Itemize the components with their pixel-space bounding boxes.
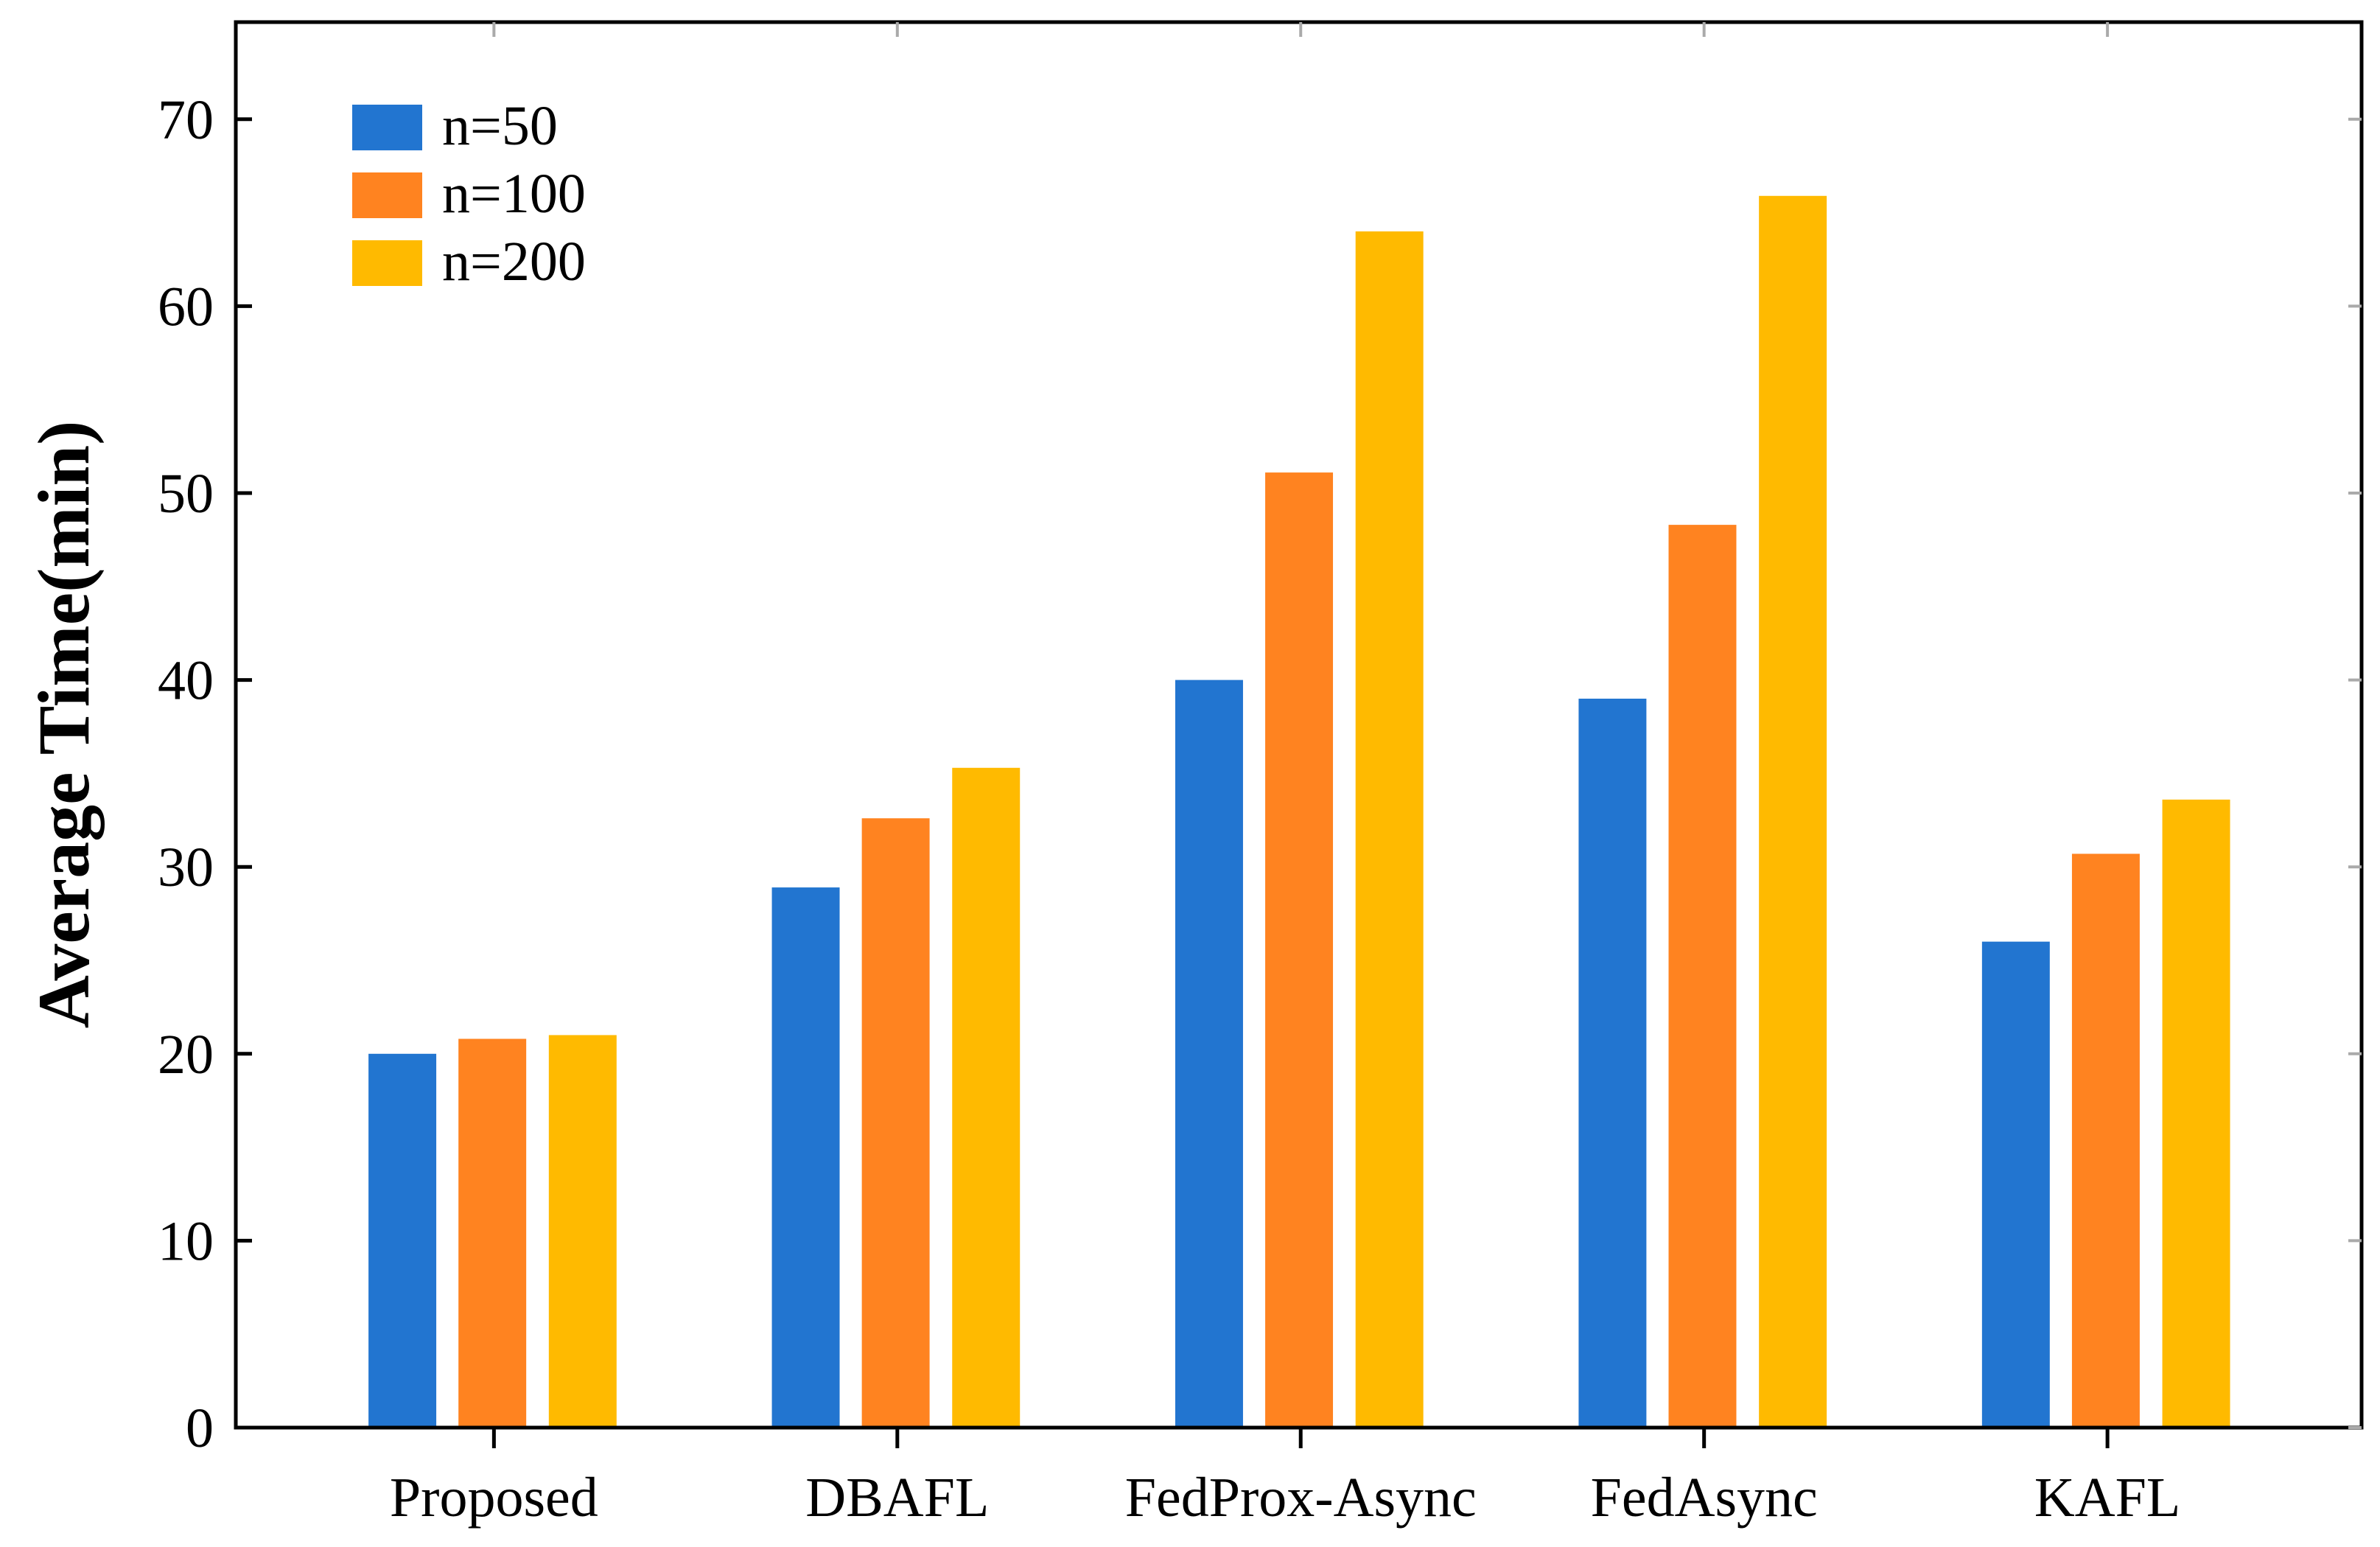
legend-label: n=200 — [442, 231, 586, 293]
bar-n=200-FedAsync — [1759, 195, 1827, 1428]
legend-label: n=100 — [442, 163, 586, 225]
x-tick-label: FedAsync — [1591, 1467, 1818, 1529]
axes-layer: 0 10 20 30 40 50 60 70 Proposed DBAFL FedProx-Asyn… — [158, 22, 2362, 1529]
y-tick-label: 0 — [186, 1397, 214, 1459]
y-tick-label: 50 — [158, 463, 214, 525]
legend-swatch — [352, 105, 422, 150]
plot-frame — [234, 20, 2364, 1430]
y-tick-label: 70 — [158, 89, 214, 151]
y-tick-label: 30 — [158, 837, 214, 898]
bar-n=200-FedProx-Async — [1355, 231, 1424, 1428]
y-tick-label: 60 — [158, 276, 214, 338]
bar-n=200-Proposed — [548, 1035, 617, 1428]
bar-n=200-DBAFL — [952, 767, 1021, 1428]
legend-swatch — [352, 172, 422, 218]
bar-n=100-KAFL — [2071, 853, 2140, 1428]
y-axis-label: Average Time(min) — [23, 421, 105, 1029]
bar-n=50-KAFL — [1981, 941, 2050, 1428]
legend-swatch — [352, 240, 422, 286]
bar-n=50-FedAsync — [1578, 698, 1647, 1428]
x-tick-label: KAFL — [2034, 1467, 2180, 1529]
bar-n=100-Proposed — [458, 1038, 527, 1428]
bar-n=50-DBAFL — [771, 887, 840, 1428]
bar-n=100-FedProx-Async — [1265, 472, 1334, 1428]
legend-label: n=50 — [442, 95, 558, 157]
x-tick-label: FedProx-Async — [1125, 1467, 1477, 1529]
bar-n=100-FedAsync — [1668, 525, 1737, 1428]
y-tick-label: 10 — [158, 1210, 214, 1272]
y-tick-label: 40 — [158, 650, 214, 712]
bar-n=100-DBAFL — [861, 818, 930, 1428]
bar-n=200-KAFL — [2162, 799, 2230, 1428]
bar-n=50-Proposed — [368, 1053, 437, 1428]
x-tick-label: Proposed — [390, 1467, 598, 1529]
y-tick-label: 20 — [158, 1024, 214, 1086]
x-tick-label: DBAFL — [805, 1467, 989, 1529]
bars-layer — [368, 195, 2230, 1428]
bar-n=50-FedProx-Async — [1175, 680, 1243, 1428]
